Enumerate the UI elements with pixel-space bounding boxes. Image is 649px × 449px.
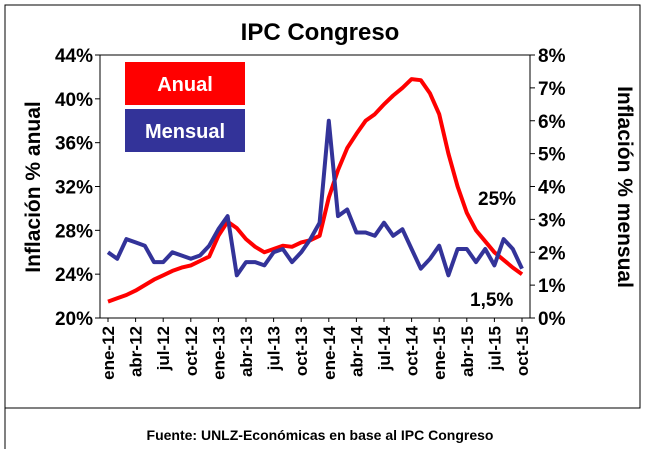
legend-swatch (125, 62, 245, 105)
x-tick-label: abr-12 (127, 326, 146, 377)
x-tick-label: ene-14 (320, 325, 339, 379)
y2-tick-label: 4% (538, 178, 566, 199)
y-tick-label: 36% (55, 134, 93, 155)
y2-tick-label: 6% (538, 112, 566, 133)
x-tick-label: abr-14 (347, 325, 366, 377)
series-line (107, 77, 524, 304)
legend-label: Mensual (145, 121, 225, 143)
chart-title: IPC Congreso (241, 19, 400, 46)
series-line (106, 118, 524, 278)
x-tick-label: abr-15 (458, 326, 477, 377)
x-tick-label: oct-12 (182, 326, 201, 376)
y2-tick-label: 3% (538, 210, 566, 231)
y2-tick-label: 5% (538, 145, 566, 166)
y-tick-label: 44% (55, 46, 93, 67)
x-tick-label: jul-12 (154, 326, 173, 371)
x-tick-label: oct-14 (403, 325, 422, 376)
x-tick-label: jul-15 (485, 326, 504, 371)
y-axis-label: Inflación % anual (22, 101, 45, 273)
x-tick-label: abr-13 (237, 326, 256, 377)
x-tick-label: jul-13 (265, 326, 284, 371)
legend-label: Anual (157, 74, 213, 96)
y2-tick-label: 1% (538, 276, 566, 297)
y-tick-label: 20% (55, 309, 93, 330)
x-tick-label: jul-14 (375, 325, 394, 371)
y2-tick-label: 7% (538, 79, 566, 100)
y-tick-label: 28% (55, 221, 93, 242)
source-note: Fuente: UNLZ-Económicas en base al IPC C… (147, 427, 494, 443)
legend-swatch (125, 109, 245, 152)
y-tick-label: 24% (55, 265, 93, 286)
x-tick-label: ene-12 (99, 326, 118, 380)
y2-axis-label: Inflación % mensual (613, 86, 636, 288)
x-tick-label: oct-15 (513, 326, 532, 376)
y2-tick-label: 0% (538, 309, 566, 330)
frame (4, 4, 641, 409)
x-tick-label: oct-13 (292, 326, 311, 376)
x-tick-label: ene-15 (430, 326, 449, 380)
annotation: 25% (478, 189, 516, 210)
y2-tick-label: 8% (538, 46, 566, 67)
x-tick-label: ene-13 (209, 326, 228, 380)
annotation: 1,5% (470, 290, 513, 311)
y-tick-label: 40% (55, 90, 93, 111)
y-tick-label: 32% (55, 178, 93, 199)
y2-tick-label: 2% (538, 243, 566, 264)
